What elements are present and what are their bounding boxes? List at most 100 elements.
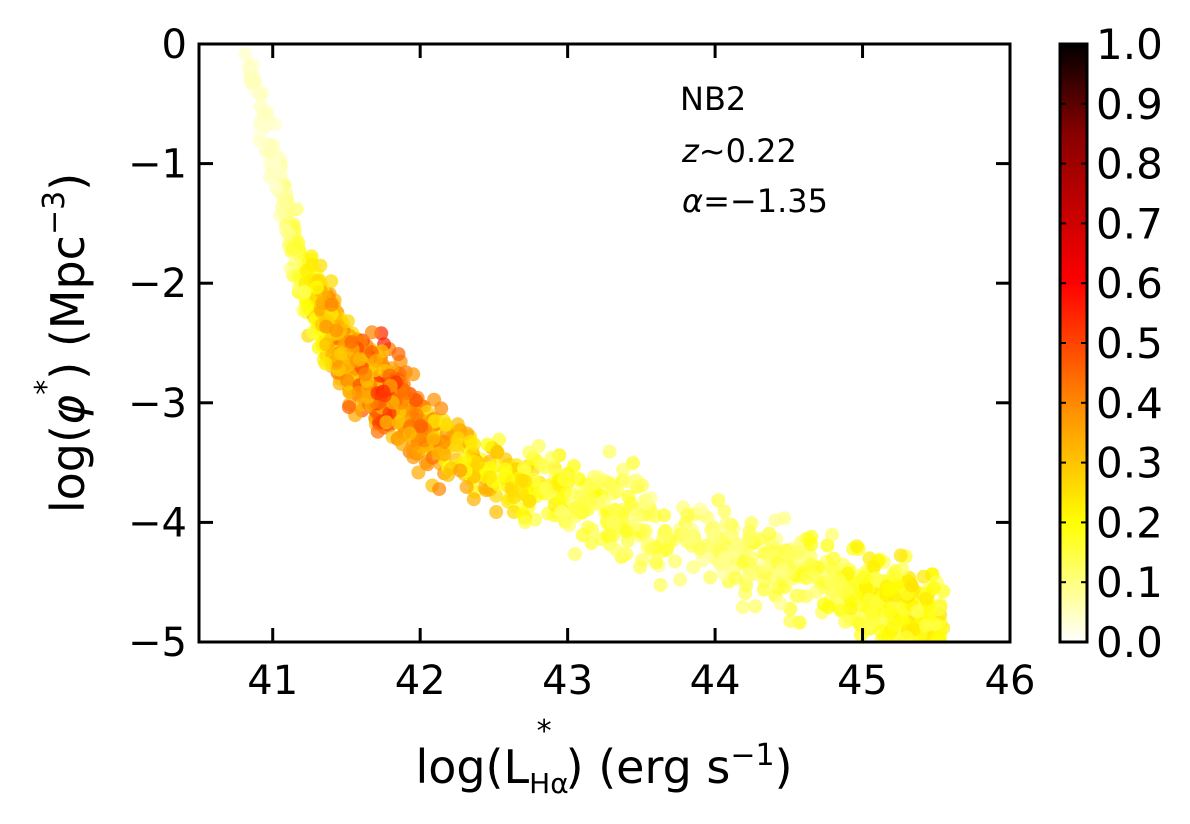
data-point xyxy=(799,589,814,604)
data-point xyxy=(910,604,925,619)
data-point xyxy=(431,446,446,461)
data-point xyxy=(745,551,759,566)
annotation-line-2: z~0.22 xyxy=(681,132,797,170)
data-point xyxy=(883,605,898,619)
data-point xyxy=(399,385,414,400)
data-point xyxy=(243,69,258,84)
data-point xyxy=(556,472,571,487)
plot-frame xyxy=(197,42,1012,644)
data-point xyxy=(402,426,417,441)
y-label-exp: −3 xyxy=(37,191,72,235)
data-point xyxy=(489,505,504,519)
annotation-line-3: α=−1.35 xyxy=(682,182,828,220)
data-point xyxy=(684,532,699,547)
y-tick-label: 0 xyxy=(162,22,187,68)
data-point xyxy=(490,444,505,459)
data-point xyxy=(414,419,428,434)
data-point xyxy=(633,560,648,575)
data-point xyxy=(451,431,466,446)
data-point xyxy=(773,596,788,611)
data-point xyxy=(319,319,334,334)
data-point xyxy=(610,484,625,499)
data-point xyxy=(319,337,334,352)
data-point xyxy=(619,524,634,539)
annotation-alpha-value: =−1.35 xyxy=(703,182,828,220)
data-point xyxy=(703,570,718,585)
colorbar-tick-label: 0.0 xyxy=(1096,618,1163,667)
annotation-line-1: NB2 xyxy=(680,80,746,118)
colorbar-tick-label: 0.3 xyxy=(1096,439,1163,488)
data-point xyxy=(629,507,644,522)
data-point xyxy=(253,99,268,114)
data-point xyxy=(711,493,726,508)
data-point xyxy=(434,401,449,416)
data-point xyxy=(324,297,339,312)
data-point xyxy=(253,87,268,102)
data-point xyxy=(768,513,783,528)
data-point xyxy=(458,452,472,467)
data-point xyxy=(340,314,355,329)
data-point xyxy=(783,614,798,629)
data-point xyxy=(575,528,590,543)
data-point xyxy=(299,263,314,278)
colorbar-tick-label: 0.9 xyxy=(1096,80,1163,129)
data-point xyxy=(609,543,624,558)
data-point xyxy=(459,480,474,495)
data-point xyxy=(893,548,908,563)
data-point xyxy=(297,285,312,299)
data-point xyxy=(649,555,663,570)
data-point xyxy=(774,563,789,577)
data-point xyxy=(426,431,441,446)
data-point xyxy=(820,538,835,553)
data-point xyxy=(826,551,841,566)
data-point xyxy=(659,526,674,541)
data-point xyxy=(269,181,284,196)
data-point xyxy=(563,487,578,502)
data-point xyxy=(881,582,896,597)
data-point xyxy=(849,539,864,554)
data-point xyxy=(333,346,348,361)
colorbar-tick-label: 0.4 xyxy=(1096,379,1163,428)
data-point xyxy=(616,462,630,477)
data-point xyxy=(379,415,394,430)
data-point xyxy=(263,145,278,160)
y-axis-label: log(φ*) (Mpc−3) xyxy=(29,173,95,513)
x-label-sup: * xyxy=(537,714,552,749)
data-point xyxy=(576,494,591,509)
data-point xyxy=(499,468,514,483)
x-label-main: log(L xyxy=(415,740,529,794)
y-tick-label: −3 xyxy=(128,381,187,427)
colorbar-tick-label: 0.7 xyxy=(1096,199,1163,248)
data-point xyxy=(625,456,640,471)
colorbar-tick-label: 0.2 xyxy=(1096,498,1163,547)
data-point xyxy=(862,592,877,607)
data-point xyxy=(409,393,423,408)
data-point xyxy=(318,356,333,371)
data-point xyxy=(838,614,853,629)
data-point xyxy=(825,527,840,542)
data-point xyxy=(252,133,267,148)
y-tick-label: −4 xyxy=(128,500,187,546)
colorbar-ticks: 0.0 0.1 0.2 0.3 0.4 0.5 0.6 0.7 0.8 0.9 1.0 xyxy=(1060,20,1163,667)
data-point xyxy=(644,542,659,557)
data-point xyxy=(621,489,636,504)
data-point xyxy=(918,618,933,633)
data-point xyxy=(409,408,424,423)
data-point xyxy=(432,482,447,497)
data-point xyxy=(427,414,442,429)
data-point xyxy=(659,543,674,557)
data-point xyxy=(358,367,373,382)
data-point xyxy=(566,459,581,474)
data-point xyxy=(762,526,777,541)
data-point xyxy=(344,334,359,349)
x-axis-ticks: 41 42 43 44 45 46 xyxy=(247,44,1035,704)
data-point xyxy=(518,515,533,530)
data-point xyxy=(522,445,537,460)
x-label-after: ) (erg s xyxy=(566,740,731,794)
y-label-phi: φ xyxy=(41,395,95,425)
annotation: NB2 z~0.22 α=−1.35 xyxy=(680,80,828,220)
data-point xyxy=(868,571,883,586)
data-point xyxy=(834,603,848,618)
data-point xyxy=(258,116,273,131)
